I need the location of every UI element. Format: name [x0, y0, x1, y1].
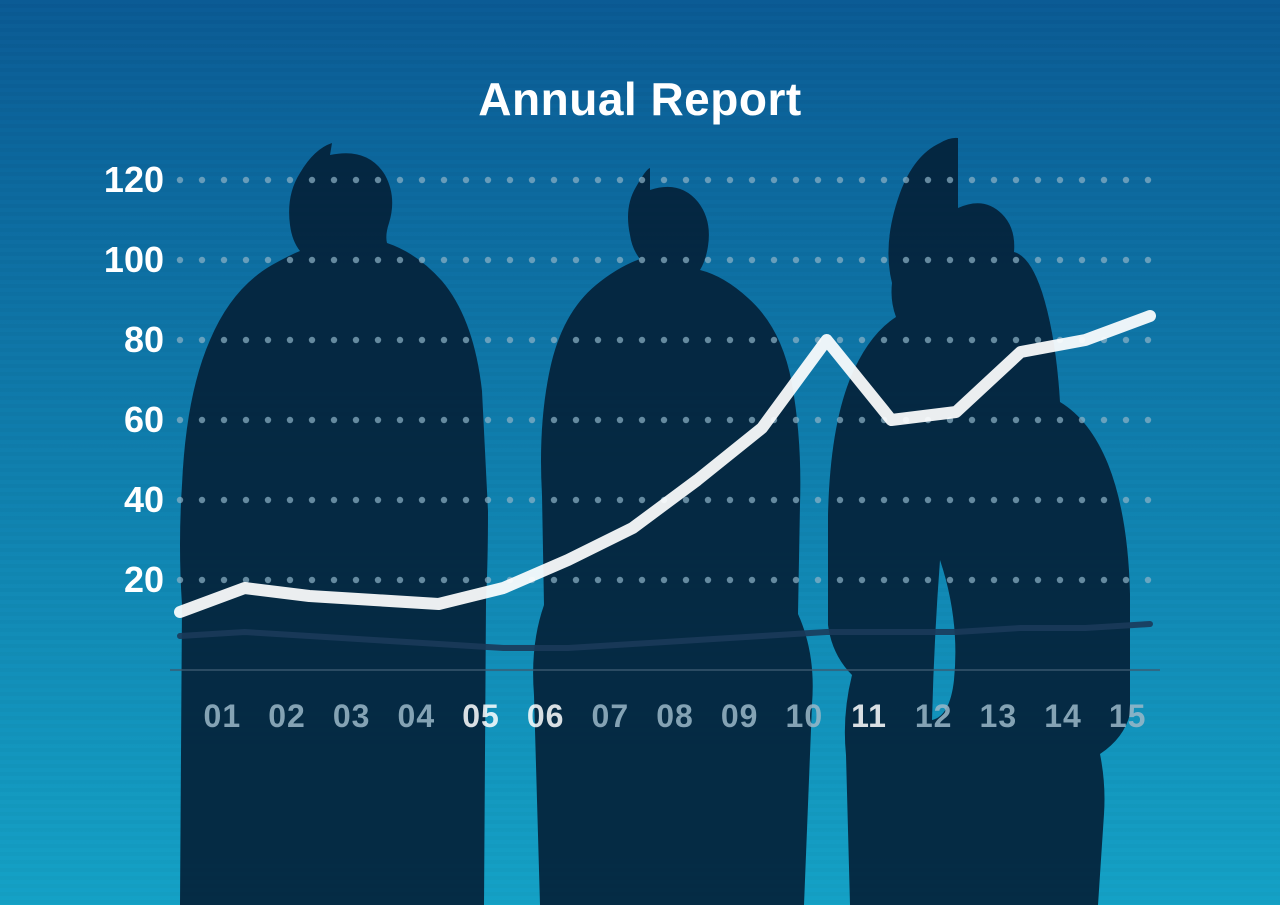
- x-tick-label: 08: [656, 698, 694, 735]
- x-tick-label: 15: [1109, 698, 1147, 735]
- annual-report-chart: Annual Report 20 40 60 80 100 120 01 02 03 04 05 0…: [0, 0, 1280, 905]
- x-tick-label: 06: [527, 698, 565, 735]
- line-series-secondary: [180, 624, 1150, 648]
- grid-dots: [177, 177, 1151, 583]
- line-series-primary: [180, 316, 1150, 612]
- x-tick-label: 09: [721, 698, 759, 735]
- y-tick-label: 80: [84, 319, 164, 361]
- x-tick-label: 03: [333, 698, 371, 735]
- chart-overlay: [0, 0, 1280, 905]
- x-tick-label: 10: [786, 698, 824, 735]
- x-tick-label: 04: [398, 698, 436, 735]
- y-tick-label: 60: [84, 399, 164, 441]
- x-tick-label: 01: [204, 698, 242, 735]
- y-tick-label: 20: [84, 559, 164, 601]
- x-tick-label: 05: [462, 698, 500, 735]
- y-tick-label: 120: [84, 159, 164, 201]
- y-tick-label: 40: [84, 479, 164, 521]
- x-tick-label: 12: [915, 698, 953, 735]
- x-tick-label: 02: [268, 698, 306, 735]
- x-tick-label: 14: [1044, 698, 1082, 735]
- x-tick-label: 13: [980, 698, 1018, 735]
- x-tick-label: 11: [851, 698, 887, 735]
- chart-title: Annual Report: [0, 72, 1280, 126]
- x-tick-label: 07: [592, 698, 630, 735]
- y-tick-label: 100: [84, 239, 164, 281]
